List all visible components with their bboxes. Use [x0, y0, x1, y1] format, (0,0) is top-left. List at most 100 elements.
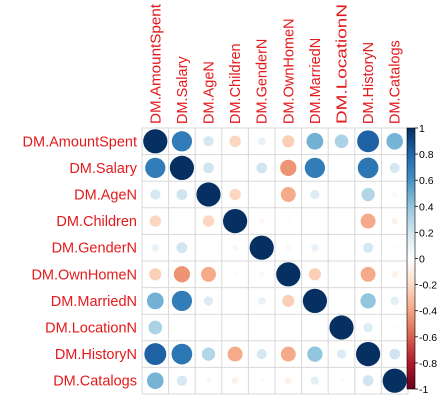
column-label: DM.Catalogs: [388, 40, 404, 124]
correlation-circles: [143, 129, 407, 393]
corr-circle-DM.HistoryN-DM.LocationN: [336, 349, 347, 359]
corr-circle-DM.GenderN-DM.Salary: [176, 242, 188, 254]
row-label: DM.MarriedN: [51, 294, 137, 310]
corr-circle-DM.HistoryN-DM.AmountSpent: [144, 343, 167, 366]
corr-circle-DM.MarriedN-DM.HistoryN: [360, 293, 376, 309]
corr-circle-DM.HistoryN-DM.GenderN: [256, 348, 267, 360]
corr-circle-DM.Children-DM.MarriedN: [313, 219, 317, 223]
corr-circle-DM.AmountSpent-DM.GenderN: [257, 137, 266, 146]
corr-circle-DM.HistoryN-DM.Children: [227, 346, 243, 362]
corr-circle-DM.OwnHomeN-DM.GenderN: [258, 271, 265, 278]
column-label: DM.OwnHomeN: [281, 18, 297, 124]
corr-circle-DM.GenderN-DM.HistoryN: [362, 242, 374, 253]
corr-circle-DM.HistoryN-DM.AgeN: [201, 347, 216, 361]
corr-circle-DM.Salary-DM.AmountSpent: [145, 157, 166, 179]
colorbar-tick-label: 0.6: [419, 175, 434, 187]
corr-circle-DM.Salary-DM.MarriedN: [304, 157, 326, 179]
corr-circle-DM.GenderN-DM.Children: [232, 244, 238, 251]
corr-circle-DM.MarriedN-DM.AmountSpent: [146, 292, 164, 310]
corr-circle-DM.Children-DM.Children: [223, 209, 248, 234]
corr-circle-DM.HistoryN-DM.MarriedN: [307, 346, 323, 362]
corr-circle-DM.MarriedN-DM.Children: [233, 299, 237, 303]
column-label: DM.GenderN: [255, 39, 271, 124]
corr-circle-DM.AmountSpent-DM.HistoryN: [357, 130, 380, 153]
corr-circle-DM.MarriedN-DM.OwnHomeN: [282, 294, 295, 307]
corr-circle-DM.Catalogs-DM.OwnHomeN: [284, 377, 292, 385]
corr-circle-DM.Catalogs-DM.Salary: [176, 375, 188, 386]
corr-circle-DM.Catalogs-DM.GenderN: [259, 378, 264, 383]
corr-circle-DM.AmountSpent-DM.Children: [229, 135, 241, 147]
corr-circle-DM.AmountSpent-DM.Catalogs: [386, 133, 404, 150]
corr-circle-DM.HistoryN-DM.Salary: [171, 343, 193, 365]
corr-circle-DM.OwnHomeN-DM.Catalogs: [391, 270, 399, 278]
corr-circle-DM.Catalogs-DM.MarriedN: [310, 376, 320, 385]
corr-circle-DM.Children-DM.AmountSpent: [149, 215, 161, 227]
corr-circle-DM.AgeN-DM.MarriedN: [310, 189, 320, 200]
colorbar-tick-label: 0.8: [419, 149, 434, 161]
column-label: DM.Children: [228, 43, 244, 124]
corr-circle-DM.AgeN-DM.AmountSpent: [150, 189, 161, 200]
corr-circle-DM.Children-DM.Salary: [180, 219, 184, 223]
corr-circle-DM.Salary-DM.GenderN: [256, 162, 268, 174]
corr-circle-DM.GenderN-DM.OwnHomeN: [285, 244, 292, 251]
corr-circle-DM.AgeN-DM.HistoryN: [361, 187, 375, 202]
corr-circle-DM.Salary-DM.OwnHomeN: [280, 159, 297, 177]
colorbar-tick-label: -0.4: [419, 306, 437, 318]
row-label: DM.AmountSpent: [23, 134, 137, 150]
column-label: DM.AmountSpent: [148, 4, 164, 124]
corr-circle-DM.OwnHomeN-DM.Salary: [173, 266, 191, 283]
row-label: DM.LocationN: [45, 321, 137, 337]
corr-circle-DM.AgeN-DM.AgeN: [196, 182, 221, 207]
corr-circle-DM.Children-DM.GenderN: [258, 218, 265, 224]
column-labels: DM.AmountSpent DM.Salary DM.AgeN DM.Childre…: [148, 4, 403, 124]
row-labels: DM.AmountSpent DM.Salary DM.AgeN DM.Childre…: [23, 134, 138, 389]
corr-circle-DM.AmountSpent-DM.AmountSpent: [143, 129, 168, 154]
corr-circle-DM.HistoryN-DM.Catalogs: [389, 348, 401, 360]
corr-circle-DM.AmountSpent-DM.MarriedN: [306, 132, 324, 150]
corr-circle-DM.OwnHomeN-DM.AmountSpent: [149, 268, 162, 281]
row-label: DM.Salary: [69, 161, 137, 177]
row-label: DM.OwnHomeN: [31, 267, 137, 283]
corr-circle-DM.AgeN-DM.OwnHomeN: [280, 187, 296, 202]
corr-circle-DM.AgeN-DM.Catalogs: [391, 191, 398, 198]
corr-circle-DM.Salary-DM.AgeN: [203, 162, 214, 174]
corr-circle-DM.Salary-DM.HistoryN: [357, 157, 379, 179]
grid-lines: [141, 127, 409, 395]
colorbar-tick-label: -0.6: [419, 332, 437, 344]
corr-circle-DM.MarriedN-DM.AgeN: [203, 296, 214, 306]
row-label: DM.Children: [56, 214, 137, 230]
corr-circle-DM.Catalogs-DM.HistoryN: [362, 375, 374, 387]
corr-circle-DM.Catalogs-DM.Catalogs: [382, 368, 407, 393]
row-label: DM.GenderN: [52, 241, 137, 257]
row-label: DM.HistoryN: [55, 347, 137, 363]
corr-circle-DM.AmountSpent-DM.AgeN: [203, 136, 214, 147]
corr-circle-DM.GenderN-DM.MarriedN: [311, 243, 319, 252]
colorbar-tick-label: 0.4: [419, 201, 434, 213]
corr-circle-DM.Children-DM.AgeN: [202, 215, 215, 227]
corr-circle-DM.GenderN-DM.GenderN: [249, 235, 274, 260]
colorbar-tick-label: -1: [419, 384, 428, 396]
colorbar-tick-label: 0: [419, 254, 425, 266]
corr-circle-DM.AmountSpent-DM.Salary: [171, 131, 193, 152]
corr-circle-DM.MarriedN-DM.Catalogs: [390, 296, 399, 306]
corr-circle-DM.LocationN-DM.HistoryN: [363, 322, 373, 333]
corr-circle-DM.HistoryN-DM.OwnHomeN: [280, 346, 296, 362]
corr-circle-DM.GenderN-DM.AmountSpent: [151, 243, 160, 252]
corr-circle-DM.MarriedN-DM.Salary: [171, 290, 193, 312]
colorbar-tick-label: 0.2: [419, 227, 434, 239]
corr-circle-DM.Children-DM.OwnHomeN: [286, 219, 291, 224]
colorbar-gradient: [406, 127, 416, 390]
corr-circle-DM.Catalogs-DM.AgeN: [205, 377, 212, 384]
row-label: DM.AgeN: [74, 188, 137, 204]
colorbar-tick-label: -0.8: [419, 358, 437, 370]
corr-circle-DM.Catalogs-DM.Children: [231, 377, 239, 385]
corr-circle-DM.Salary-DM.Catalogs: [389, 162, 400, 174]
colorbar-legend: 1 0.8 0.6 0.4 0.2 0 -0.2 -0.4 -0.6 -0.8 -1: [406, 123, 437, 396]
row-label: DM.Catalogs: [53, 374, 137, 390]
corr-circle-DM.LocationN-DM.AmountSpent: [148, 320, 163, 335]
corr-circle-DM.LocationN-DM.LocationN: [329, 315, 354, 340]
corr-circle-DM.OwnHomeN-DM.AgeN: [201, 266, 216, 282]
corr-circle-DM.OwnHomeN-DM.HistoryN: [360, 266, 376, 282]
column-label: DM.Salary: [175, 56, 191, 124]
